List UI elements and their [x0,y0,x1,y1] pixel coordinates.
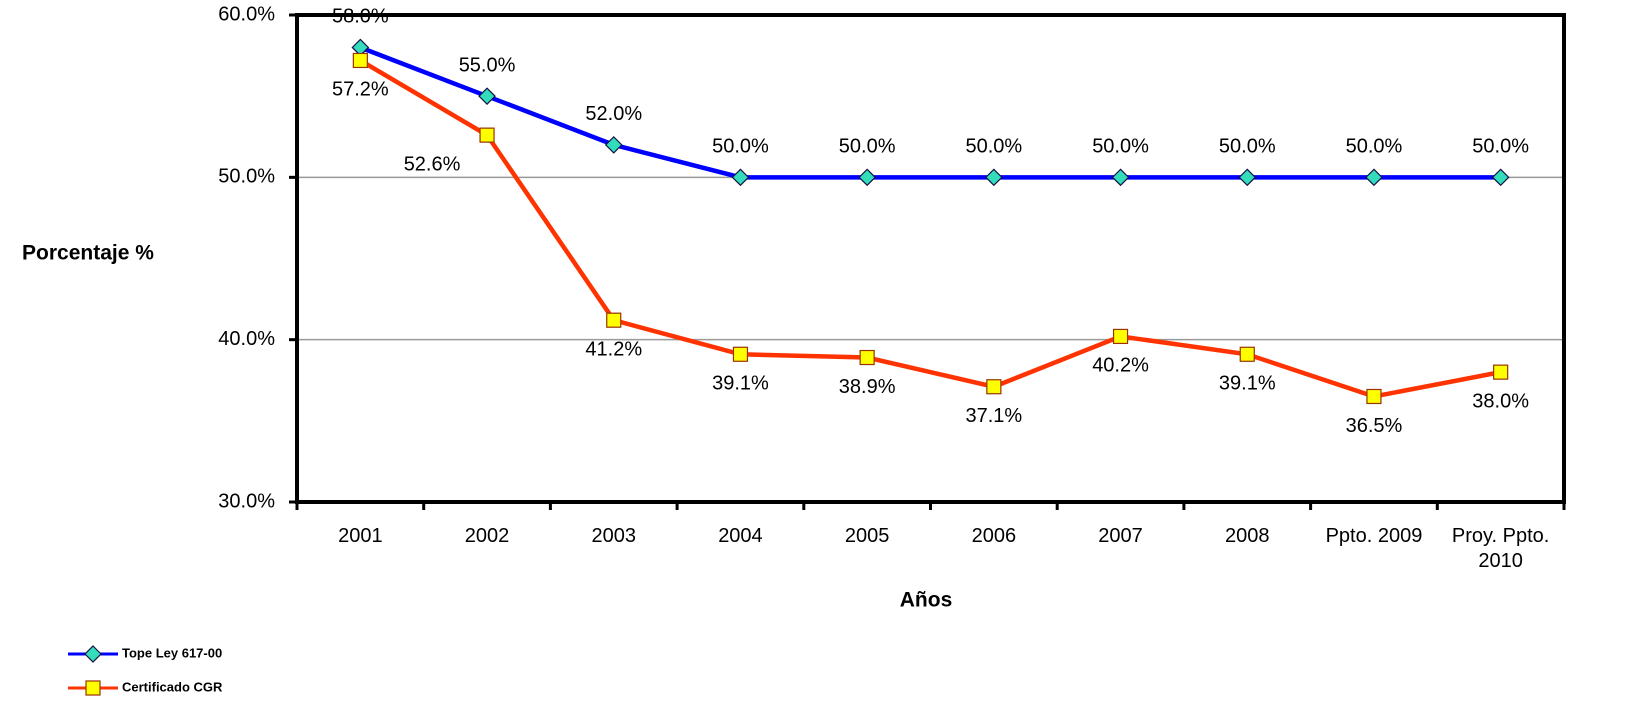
point-marker [478,87,496,106]
data-label: 36.5% [1346,415,1403,437]
y-tick-label: 50.0% [218,166,275,188]
data-label: 57.2% [332,79,389,101]
x-tick-label: 2001 [338,525,383,547]
data-label: 38.0% [1472,390,1529,412]
x-tick-label: 2003 [591,525,637,547]
point-marker [1491,168,1510,187]
x-tick-label: 2008 [1225,525,1270,547]
y-axis-title: Porcentaje % [22,242,154,265]
x-tick-label: 2007 [1098,525,1143,547]
series-line [359,58,1502,399]
point-marker [986,379,1002,395]
x-tick-label: 2006 [971,525,1017,547]
point-marker [858,168,876,187]
x-tick-label: 2004 [718,525,763,547]
point-marker [732,346,749,362]
point-marker [1111,168,1130,187]
legend-marker [85,680,101,696]
point-marker [1493,364,1509,380]
data-label: 55.0% [459,54,516,76]
data-label: 50.0% [712,136,769,158]
data-label: 38.9% [839,376,896,398]
point-marker [985,168,1003,187]
data-label: 50.0% [965,136,1022,158]
data-label: 50.0% [1092,136,1149,158]
point-marker [1365,168,1383,187]
y-tick-label: 30.0% [218,490,275,512]
data-label: 50.0% [839,136,896,158]
data-label: 40.2% [1092,355,1149,377]
x-tick-label: 2002 [464,525,510,547]
legend-label: Certificado CGR [122,679,223,694]
point-marker [479,127,495,143]
x-tick-label: 2005 [844,525,890,547]
x-tick-label: Proy. Ppto. 2010 [1451,525,1550,572]
data-label: 50.0% [1472,136,1529,158]
point-marker [731,168,750,187]
data-label: 39.1% [1219,373,1276,395]
y-tick-label: 60.0% [218,3,275,25]
legend-marker [84,645,102,663]
legend-label: Tope Ley 617-00 [122,645,222,660]
point-marker [1239,346,1255,362]
data-label: 50.0% [1346,136,1403,158]
point-marker [1112,328,1129,345]
data-label: 58.0% [332,6,389,28]
data-label: 41.2% [585,338,642,360]
y-tick-label: 40.0% [218,328,275,350]
data-label: 39.1% [712,373,769,395]
point-marker [604,136,623,154]
point-marker [606,312,622,328]
point-marker [352,52,368,69]
point-marker [859,349,875,366]
series-line [359,45,1501,180]
data-label: 52.6% [404,153,461,175]
point-marker [1366,388,1382,405]
data-label: 50.0% [1219,136,1276,158]
point-marker [1238,168,1257,187]
x-tick-label: Ppto. 2009 [1325,525,1423,547]
data-label: 52.0% [585,103,642,125]
x-axis-title: Años [900,589,953,612]
data-label: 37.1% [965,405,1022,427]
